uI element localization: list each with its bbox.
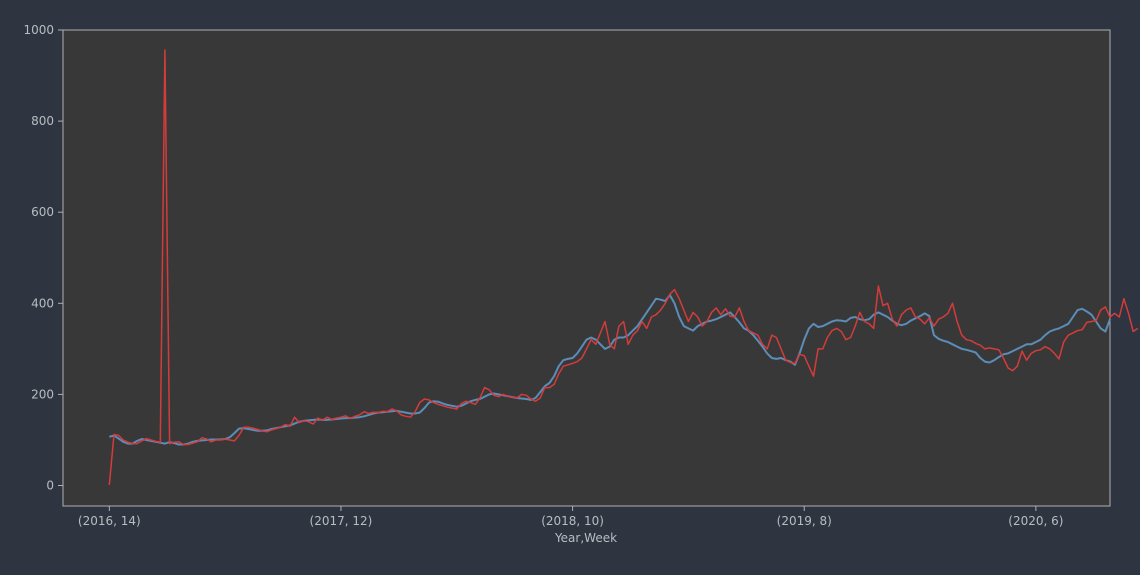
y-axis: 0 200 400 600 800 1000 <box>23 23 63 493</box>
x-axis: (2016, 14) (2017, 12) (2018, 10) (2019, 8) (… <box>78 506 1063 528</box>
x-tick-label: (2019, 8) <box>777 514 832 528</box>
y-tick-label: 400 <box>31 296 54 310</box>
x-tick-label: (2018, 10) <box>541 514 604 528</box>
x-tick-label: (2017, 12) <box>310 514 373 528</box>
y-tick-label: 800 <box>31 114 54 128</box>
x-tick-label: (2020, 6) <box>1008 514 1063 528</box>
y-tick-label: 600 <box>31 205 54 219</box>
y-tick-label: 200 <box>31 387 54 401</box>
series-line-2 <box>108 49 1139 486</box>
x-tick-label: (2016, 14) <box>78 514 141 528</box>
series-layer <box>108 49 1139 486</box>
x-axis-label: Year,Week <box>554 531 617 545</box>
y-tick-label: 0 <box>46 479 54 493</box>
plot-background <box>62 29 1111 507</box>
y-tick-label: 1000 <box>23 23 54 37</box>
